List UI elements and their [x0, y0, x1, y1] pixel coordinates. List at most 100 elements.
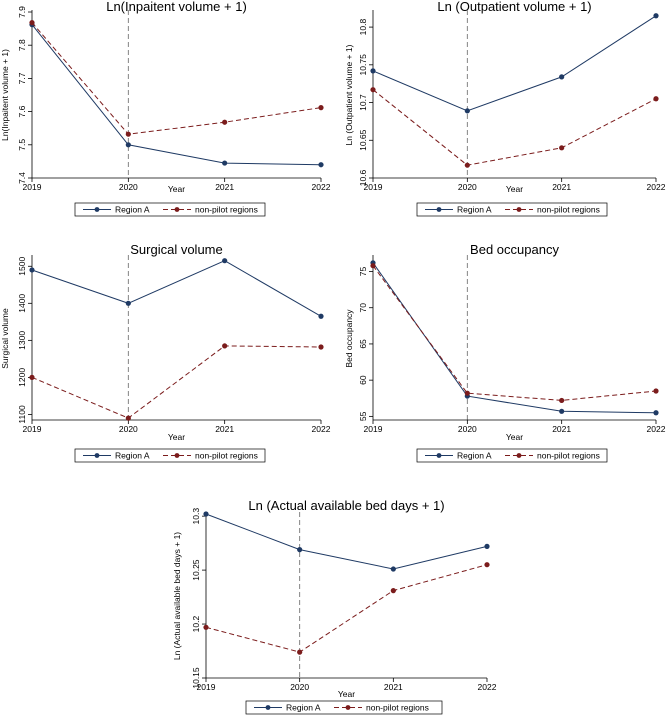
x-tick-label: 2021 — [552, 424, 571, 434]
series-line-region-a — [372, 15, 657, 112]
x-tick-label: 2022 — [312, 424, 331, 434]
legend-label-non-pilot: non-pilot regions — [366, 703, 429, 713]
data-point-region-a — [318, 313, 324, 319]
chart-bed-occupancy: Bed occupancy 55 60 65 70 75 2019 2020 2021 2022 Y… — [344, 242, 666, 463]
data-point-non-pilot — [464, 162, 470, 168]
legend-box — [74, 448, 266, 463]
series-line-non-pilot — [372, 265, 657, 401]
data-point-non-pilot — [125, 415, 131, 421]
series-line-region-a — [31, 260, 322, 317]
y-tick-label: 10.15 — [191, 667, 201, 689]
y-tick-label: 10.25 — [191, 559, 201, 581]
data-point-non-pilot — [464, 390, 470, 396]
data-point-region-a — [464, 108, 470, 114]
data-point-non-pilot — [125, 131, 131, 137]
x-axis-title: Year — [338, 689, 355, 699]
legend-marker-region-a — [94, 207, 100, 212]
data-point-non-pilot — [29, 374, 35, 380]
x-tick-label: 2020 — [458, 424, 477, 434]
y-tick-label: 1500 — [17, 257, 27, 276]
y-tick-label: 1200 — [17, 368, 27, 387]
x-tick-label: 2019 — [364, 182, 383, 192]
x-tick-label: 2021 — [552, 182, 571, 192]
series-line-non-pilot — [372, 89, 657, 166]
data-point-region-a — [559, 408, 565, 414]
y-axis-title: Surgical volume — [0, 308, 10, 369]
x-tick-label: 2021 — [384, 682, 403, 692]
legend-marker-non-pilot — [174, 207, 180, 212]
y-axis-title: Ln (Actual available bed days + 1) — [172, 532, 182, 660]
data-point-non-pilot — [653, 388, 659, 394]
legend-box — [74, 202, 266, 217]
y-tick-label: 10.2 — [191, 616, 201, 633]
y-axis-title: Bed occupancy — [344, 309, 354, 368]
y-tick-label: 10.8 — [358, 19, 368, 36]
legend-marker-region-a — [265, 705, 271, 710]
x-tick-label: 2022 — [478, 682, 497, 692]
chart-outpatient: Ln (Outpatient volume + 1) 10.6 10.65 10.7 1… — [344, 0, 666, 217]
data-point-non-pilot — [318, 105, 324, 111]
x-tick-label: 2022 — [647, 424, 666, 434]
legend: Region A non-pilot regions — [416, 448, 608, 463]
y-tick-label: 65 — [358, 339, 368, 349]
legend-label-non-pilot: non-pilot regions — [537, 451, 600, 461]
legend-label-region-a: Region A — [286, 703, 321, 713]
legend-marker-region-a — [436, 207, 442, 212]
legend-box — [416, 448, 608, 463]
series-line-non-pilot — [205, 564, 488, 653]
y-tick-label: 60 — [358, 375, 368, 385]
series-line-non-pilot — [31, 22, 322, 135]
legend-label-region-a: Region A — [115, 451, 150, 461]
y-tick-label: 10.65 — [358, 129, 368, 151]
data-point-region-a — [390, 566, 396, 572]
data-point-non-pilot — [390, 588, 396, 594]
chart-surgical: Surgical volume 1100 1200 1300 1400 1500 2019 2… — [0, 242, 331, 463]
y-tick-label: 1100 — [17, 405, 27, 424]
legend-label-region-a: Region A — [115, 205, 150, 215]
legend-label-non-pilot: non-pilot regions — [537, 205, 600, 215]
y-tick-label: 7.4 — [17, 172, 27, 184]
x-tick-label: 2020 — [458, 182, 477, 192]
data-point-region-a — [222, 258, 228, 264]
x-axis-title: Year — [168, 184, 185, 194]
data-point-region-a — [559, 74, 565, 80]
y-tick-label: 1300 — [17, 331, 27, 350]
chart-title: Surgical volume — [130, 242, 223, 257]
data-point-non-pilot — [653, 96, 659, 102]
y-axis-title: Ln (Outpatient volume + 1) — [344, 44, 354, 145]
y-tick-label: 7.7 — [17, 72, 27, 84]
data-point-non-pilot — [559, 397, 565, 404]
data-point-non-pilot — [29, 20, 35, 26]
legend-marker-region-a — [436, 453, 442, 458]
data-point-non-pilot — [297, 649, 303, 655]
y-tick-label: 70 — [358, 303, 368, 313]
y-tick-label: 7.6 — [17, 105, 27, 117]
data-point-non-pilot — [222, 343, 228, 349]
data-point-non-pilot — [484, 562, 490, 568]
y-tick-label: 10.7 — [358, 94, 368, 111]
legend-marker-non-pilot — [516, 453, 522, 458]
legend: Region A non-pilot regions — [74, 448, 266, 463]
legend-label-non-pilot: non-pilot regions — [195, 205, 258, 215]
chart-title: Ln(Inpaitent volume + 1) — [106, 0, 247, 14]
y-axis-title: Ln(Inpaitent volume + 1) — [0, 49, 10, 141]
x-tick-label: 2020 — [119, 424, 138, 434]
data-point-region-a — [222, 160, 228, 166]
x-tick-label: 2020 — [290, 682, 309, 692]
y-tick-label: 1400 — [17, 294, 27, 313]
x-tick-label: 2022 — [312, 182, 331, 192]
legend-label-region-a: Region A — [457, 451, 492, 461]
legend-label-region-a: Region A — [457, 205, 492, 215]
data-point-region-a — [203, 511, 209, 517]
x-tick-label: 2022 — [647, 182, 666, 192]
x-axis-title: Year — [506, 184, 523, 194]
data-point-non-pilot — [370, 87, 376, 93]
data-point-non-pilot — [559, 145, 565, 151]
data-point-region-a — [125, 142, 131, 148]
y-tick-label: 10.3 — [191, 508, 201, 525]
y-tick-label: 10.75 — [358, 54, 368, 76]
x-tick-label: 2020 — [119, 182, 138, 192]
x-tick-label: 2019 — [23, 182, 42, 192]
